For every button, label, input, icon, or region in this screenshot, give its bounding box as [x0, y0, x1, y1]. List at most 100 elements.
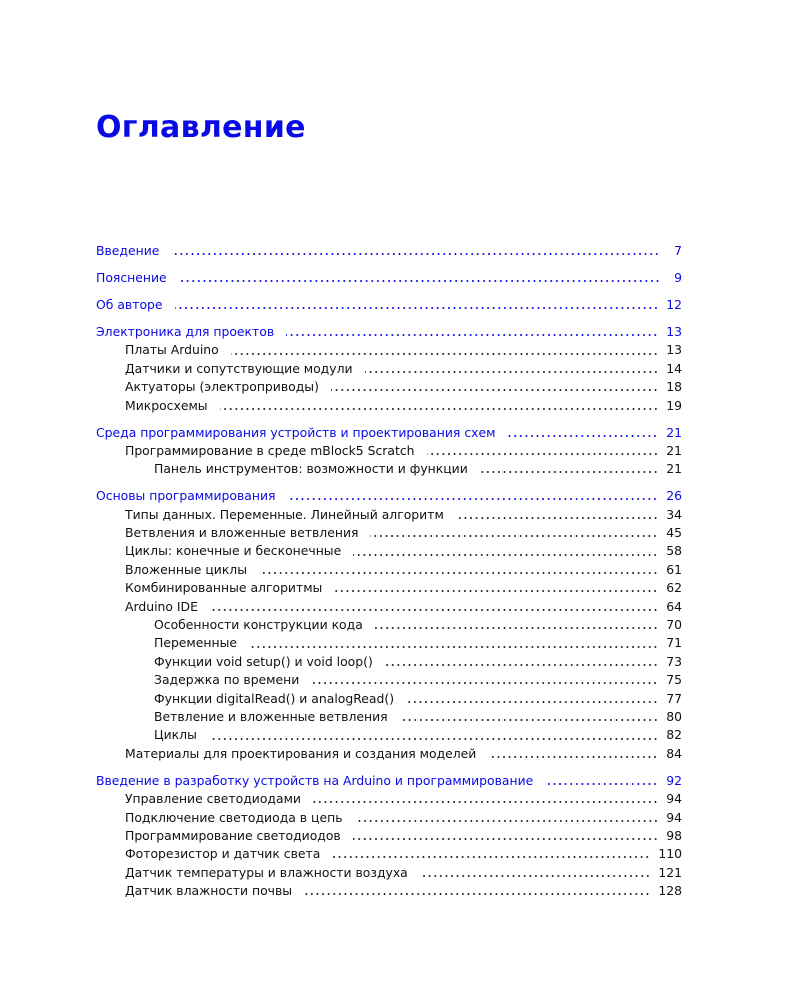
- toc-entry-title: Подключение светодиода в цепь: [125, 809, 343, 825]
- toc-entry-title: Комбинированные алгоритмы: [125, 580, 323, 596]
- toc-entry: Датчик влажности почвы 128: [96, 882, 682, 900]
- toc-page-number: 82: [666, 727, 682, 743]
- dot-leader: [352, 837, 659, 842]
- dot-leader: [332, 855, 651, 860]
- dot-leader: [230, 351, 659, 356]
- toc-section: Пояснение 9: [96, 269, 682, 287]
- dot-leader: [374, 626, 659, 631]
- dot-leader: [364, 369, 659, 374]
- dot-leader: [479, 470, 659, 475]
- toc-chapter-link[interactable]: Пояснение 9: [96, 269, 682, 287]
- toc-page-number: 73: [666, 653, 682, 669]
- toc-entry-title: Пояснение: [96, 269, 167, 285]
- toc-entry-title: Циклы: конечные и бесконечные: [125, 543, 342, 559]
- dot-leader: [219, 406, 659, 411]
- toc-entry: Материалы для проектирования и создания …: [96, 745, 682, 763]
- toc-entry: Актуаторы (электроприводы) 18: [96, 378, 682, 396]
- dot-leader: [334, 589, 659, 594]
- toc-entry-title: Датчик температуры и влажности воздуха: [125, 864, 408, 880]
- toc-entry-title: Платы Arduino: [125, 342, 219, 358]
- toc-entry: Комбинированные алгоритмы 62: [96, 579, 682, 597]
- toc-page-number: 19: [666, 397, 682, 413]
- toc-entry: Управление светодиодами 94: [96, 790, 682, 808]
- toc-page-number: 21: [666, 442, 682, 458]
- toc-entry-title: Введение в разработку устройств на Ardui…: [96, 772, 534, 788]
- toc-entry-title: Управление светодиодами: [125, 791, 301, 807]
- dot-leader: [178, 279, 660, 284]
- toc-page-number: 13: [666, 342, 682, 358]
- toc-page-number: 80: [666, 708, 682, 724]
- dot-leader: [354, 818, 659, 823]
- toc-chapter-link[interactable]: Введение 7: [96, 242, 682, 260]
- toc-chapter-link[interactable]: Основы программирования 26: [96, 487, 682, 505]
- toc-entry-title: Циклы: [154, 727, 197, 743]
- toc-section: Об авторе 12: [96, 296, 682, 314]
- toc-entry-title: Переменные: [154, 635, 238, 651]
- toc-chapter-link[interactable]: Среда программирования устройств и проек…: [96, 424, 682, 442]
- toc-entry: Переменные 71: [96, 634, 682, 652]
- toc-entry-title: Датчики и сопутствующие модули: [125, 360, 353, 376]
- toc-page-number: 18: [666, 379, 682, 395]
- dot-leader: [286, 333, 659, 338]
- dot-leader: [384, 662, 659, 667]
- toc-entry: Ветвления и вложенные ветвления 45: [96, 524, 682, 542]
- toc-page-number: 7: [674, 243, 682, 258]
- dot-leader: [507, 433, 659, 438]
- toc-entry-title: Микросхемы: [125, 397, 208, 413]
- dot-leader: [174, 306, 659, 311]
- toc-chapter-link[interactable]: Электроника для проектов 13: [96, 323, 682, 341]
- toc-section: Электроника для проектов 13 Платы Arduino 1…: [96, 323, 682, 415]
- toc-entry-title: Arduino IDE: [125, 598, 198, 614]
- toc-entry: Циклы 82: [96, 726, 682, 744]
- toc-section: Среда программирования устройств и проек…: [96, 424, 682, 479]
- toc-entry-title: Актуаторы (электроприводы): [125, 379, 319, 395]
- toc-chapter-link[interactable]: Введение в разработку устройств на Ardui…: [96, 772, 682, 790]
- toc-entry: Датчик температуры и влажности воздуха 12…: [96, 864, 682, 882]
- dot-leader: [426, 452, 659, 457]
- dot-leader: [249, 644, 659, 649]
- toc-chapter-link[interactable]: Об авторе 12: [96, 296, 682, 314]
- toc-page-number: 70: [666, 617, 682, 632]
- toc-page-number: 94: [666, 809, 682, 825]
- toc-entry: Панель инструментов: возможности и функц…: [96, 460, 682, 478]
- dot-leader: [209, 607, 659, 612]
- toc-page-number: 128: [658, 883, 682, 899]
- toc-page-number: 12: [666, 296, 682, 312]
- toc-section: Основы программирования 26 Типы данных. Пе…: [96, 487, 682, 763]
- toc-entry-title: Материалы для проектирования и создания …: [125, 745, 477, 761]
- toc-entry-title: Датчик влажности почвы: [125, 883, 293, 899]
- toc-entry-title: Типы данных. Переменные. Линейный алгори…: [125, 506, 444, 522]
- dot-leader: [208, 736, 659, 741]
- toc-page-number: 58: [666, 543, 682, 559]
- toc-entry: Программирование в среде mBlock5 Scratch…: [96, 442, 682, 460]
- toc-page-number: 21: [666, 424, 682, 440]
- dot-leader: [353, 552, 659, 557]
- toc-entry: Датчики и сопутствующие модули 14: [96, 360, 682, 378]
- dot-leader: [399, 718, 659, 723]
- toc-entry-title: Программирование в среде mBlock5 Scratch: [125, 442, 415, 458]
- toc-entry-title: Функции digitalRead() и analogRead(): [154, 690, 395, 706]
- toc-page-number: 34: [666, 506, 682, 522]
- toc-entry-title: Об авторе: [96, 296, 163, 312]
- toc-entry: Программирование светодиодов 98: [96, 827, 682, 845]
- toc-page-number: 77: [666, 690, 682, 706]
- dot-leader: [304, 892, 651, 897]
- toc-entry: Типы данных. Переменные. Линейный алгори…: [96, 506, 682, 524]
- toc-page-number: 64: [666, 598, 682, 614]
- toc-section: Введение 7: [96, 242, 682, 260]
- toc-entry: Функции void setup() и void loop() 73: [96, 653, 682, 671]
- toc-entry-title: Панель инструментов: возможности и функц…: [154, 461, 468, 477]
- dot-leader: [406, 699, 659, 704]
- toc-page-number: 26: [666, 488, 682, 504]
- toc-page-number: 71: [666, 635, 682, 651]
- toc-page-number: 9: [674, 269, 682, 285]
- toc-entry-title: Ветвление и вложенные ветвления: [154, 708, 388, 724]
- toc-page-number: 45: [666, 525, 682, 541]
- dot-leader: [312, 800, 659, 805]
- toc-page-number: 21: [666, 461, 682, 477]
- toc-page-number: 121: [658, 864, 682, 880]
- toc-entry: Подключение светодиода в цепь 94: [96, 809, 682, 827]
- toc-entry: Задержка по времени 75: [96, 671, 682, 689]
- dot-leader: [311, 681, 659, 686]
- toc-entry-title: Электроника для проектов: [96, 323, 275, 339]
